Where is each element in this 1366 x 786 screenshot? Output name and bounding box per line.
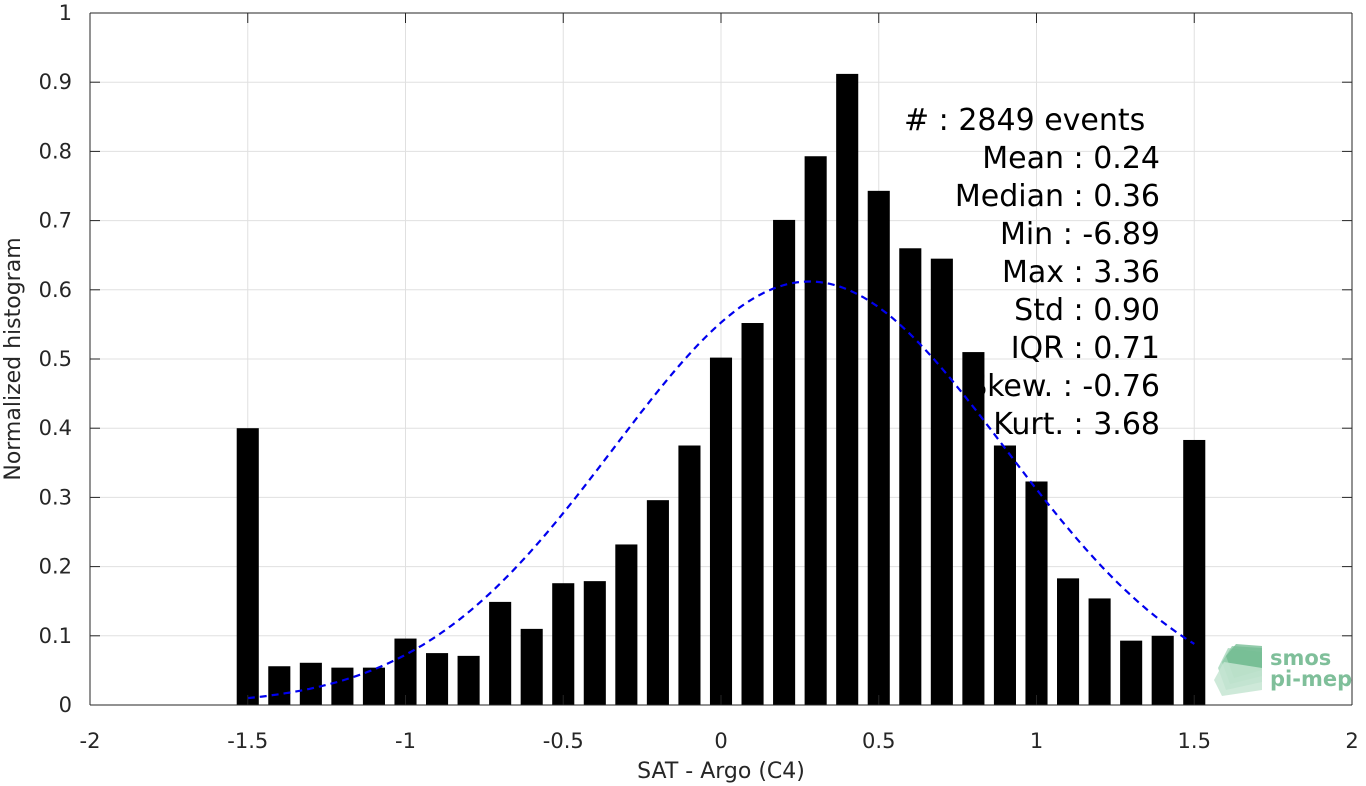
x-tick-label: 0	[714, 729, 727, 753]
stat-line: Min : -6.89	[1000, 217, 1160, 252]
histogram-bar	[489, 601, 512, 705]
histogram-bar	[899, 248, 922, 705]
y-tick-label: 0.4	[39, 416, 72, 440]
logo-waves-icon	[1214, 644, 1262, 696]
y-tick-label: 0.8	[39, 139, 72, 163]
x-tick-label: -1	[395, 729, 416, 753]
stat-line: Std : 0.90	[1014, 293, 1160, 328]
x-tick-label: 0.5	[862, 729, 895, 753]
histogram-bar	[1120, 640, 1143, 705]
histogram-bar	[773, 219, 796, 705]
histogram-bar	[362, 667, 385, 705]
x-tick-label: -0.5	[543, 729, 584, 753]
x-axis-label: SAT - Argo (C4)	[637, 759, 805, 784]
axes	[89, 12, 1353, 706]
y-tick-label: 0.3	[39, 485, 72, 509]
logo-text-smos: smos	[1270, 646, 1331, 670]
histogram-bar	[1151, 635, 1174, 705]
histogram-bar	[236, 428, 259, 705]
histogram-bar	[615, 544, 638, 705]
stat-line: Mean : 0.24	[982, 141, 1160, 176]
histogram-bar	[1183, 439, 1206, 705]
stat-line: Kurt. : 3.68	[993, 407, 1160, 442]
y-tick-label: 0.6	[39, 278, 72, 302]
x-tick-label: 1	[1030, 729, 1043, 753]
histogram-bar	[930, 258, 953, 705]
histogram-bar	[457, 655, 480, 705]
histogram-bar	[836, 73, 859, 705]
smos-pi-mep-logo: smos pi-mep	[1214, 644, 1352, 696]
histogram-bar	[1057, 578, 1080, 705]
histogram-bar	[331, 667, 354, 705]
stat-line: IQR : 0.71	[1011, 331, 1160, 366]
histogram-bar	[804, 156, 827, 705]
y-tick-label: 0.1	[39, 624, 72, 648]
histogram-bar	[268, 666, 291, 705]
x-tick-label: -1.5	[227, 729, 268, 753]
histogram-bar	[520, 628, 543, 705]
histogram-bar	[583, 581, 606, 705]
y-tick-label: 0.7	[39, 209, 72, 233]
stat-line: Skew. : -0.76	[968, 369, 1160, 404]
y-tick-label: 0.5	[39, 347, 72, 371]
histogram-bar	[709, 357, 733, 705]
histogram-bar	[646, 500, 669, 705]
histogram-bar	[962, 352, 985, 705]
y-tick-label: 0.9	[39, 70, 72, 94]
y-axis-label: Normalized histogram	[1, 237, 26, 480]
x-tick-labels: -2 -1.5 -1 -0.5 0 0.5 1 1.5 2	[80, 729, 1359, 753]
stat-line: Median : 0.36	[955, 179, 1160, 214]
histogram-bar	[552, 583, 575, 705]
bars	[236, 73, 1206, 705]
logo-text-pimep: pi-mep	[1270, 667, 1352, 691]
gaussian-fit-line	[247, 280, 1195, 700]
stat-line: Max : 3.36	[1002, 255, 1160, 290]
stat-line: # : 2849 events	[904, 103, 1145, 138]
fit-curve-group	[247, 280, 1195, 700]
histogram-bar	[867, 190, 890, 705]
histogram-bar	[1025, 481, 1048, 705]
histogram-bar	[993, 445, 1016, 705]
histogram-bar	[741, 323, 764, 705]
histogram-bar	[394, 638, 417, 705]
y-tick-label: 1	[59, 1, 72, 25]
x-tick-label: 1.5	[1178, 729, 1211, 753]
y-tick-label: 0	[59, 693, 72, 717]
histogram-bar	[426, 653, 449, 705]
x-tick-label: -2	[80, 729, 101, 753]
y-tick-label: 0.2	[39, 555, 72, 579]
y-tick-labels: 0 0.1 0.2 0.3 0.4 0.5 0.6 0.7 0.8 0.9 1	[39, 1, 72, 717]
histogram-bar	[299, 662, 322, 705]
histogram-bar	[678, 445, 701, 705]
x-tick-label: 2	[1345, 729, 1358, 753]
histogram-bar	[1088, 598, 1111, 705]
